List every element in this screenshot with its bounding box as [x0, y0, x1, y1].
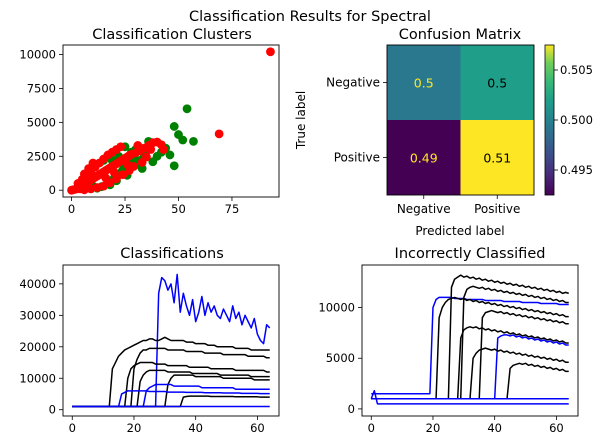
- incorrect-series-line: [371, 347, 569, 400]
- incorrect-y-tick-label: 0: [348, 402, 355, 416]
- colorbar: [544, 44, 555, 196]
- classifications-series-line: [72, 383, 270, 408]
- scatter-point: [169, 122, 179, 131]
- confusion-matrix-cell-label: 0.5: [487, 76, 507, 91]
- incorrect-x-ticks: 0 20 40 60: [368, 416, 564, 435]
- classifications-x-tick-label: 40: [188, 421, 203, 435]
- scatter-y-ticks: 0 2500 5000 7500 10000: [19, 48, 63, 197]
- scatter-point: [101, 173, 111, 183]
- scatter-x-ticks: 0 25 50 75: [68, 197, 239, 216]
- incorrect-y-tick-label: 10000: [318, 301, 355, 315]
- scatter-point: [118, 170, 128, 180]
- incorrect-x-tick-label: 20: [426, 421, 441, 435]
- classifications-series-group: [72, 273, 271, 408]
- classifications-axes-frame: [62, 264, 280, 417]
- classifications-title: Classifications: [120, 246, 224, 262]
- scatter-point: [137, 157, 147, 167]
- scatter-x-tick-label: 75: [225, 202, 240, 216]
- confusion-matrix-cells: 0.5 0.5 0.49 0.51: [387, 45, 534, 195]
- scatter-x-tick-label: 0: [68, 202, 75, 216]
- scatter-point: [122, 160, 132, 169]
- classifications-y-tick-label: 20000: [19, 340, 56, 354]
- scatter-series-group: [67, 47, 275, 195]
- classifications-x-tick-label: 20: [127, 421, 142, 435]
- confusion-matrix-xlabel: Predicted label: [415, 224, 504, 238]
- scatter-point: [214, 129, 224, 139]
- confusion-matrix-title: Confusion Matrix: [399, 27, 522, 43]
- confusion-matrix-x-tick-label: Negative: [397, 202, 451, 216]
- confusion-matrix-cell-label: 0.5: [414, 76, 434, 91]
- scatter-point: [88, 158, 98, 168]
- scatter-y-tick-label: 0: [49, 183, 56, 197]
- confusion-matrix-cell-label: 0.51: [483, 151, 511, 166]
- classifications-series-line: [72, 374, 270, 408]
- incorrect-x-tick-label: 40: [487, 421, 502, 435]
- classifications-series-line: [72, 369, 270, 408]
- classifications-y-ticks: 0 10000 20000 30000 40000: [19, 277, 63, 417]
- classifications-y-tick-label: 30000: [19, 308, 56, 322]
- scatter-title: Classification Clusters: [92, 27, 252, 43]
- scatter-point: [109, 168, 119, 177]
- incorrect-x-tick-label: 0: [368, 421, 375, 435]
- scatter-point: [133, 141, 143, 150]
- incorrect-title: Incorrectly Classified: [395, 246, 546, 262]
- incorrect-series-line: [371, 309, 569, 400]
- incorrect-series-line: [371, 296, 569, 400]
- colorbar-ticks: 0.495 0.500 0.505: [554, 63, 593, 177]
- scatter-panel: Classification Clusters 0 25 50 75 0 2500 500…: [19, 27, 280, 216]
- scatter-point: [146, 145, 156, 154]
- classifications-panel: Classifications 0 20 40 60 0 10000 20000 30000…: [19, 246, 280, 435]
- confusion-matrix-cell: [460, 45, 534, 120]
- classifications-x-tick-label: 0: [69, 421, 76, 435]
- scatter-y-tick-label: 2500: [27, 149, 56, 163]
- scatter-y-tick-label: 10000: [19, 48, 56, 62]
- confusion-matrix-y-tick-label: Negative: [326, 76, 380, 90]
- confusion-matrix-cell: [460, 120, 534, 195]
- confusion-matrix-frame: [386, 44, 535, 196]
- scatter-x-tick-label: 25: [118, 202, 133, 216]
- scatter-point: [165, 150, 175, 160]
- incorrect-series-group: [370, 274, 569, 405]
- confusion-matrix-cell-label: 0.49: [410, 151, 438, 166]
- incorrect-axes-frame: [361, 264, 579, 417]
- classifications-y-tick-label: 0: [49, 403, 56, 417]
- incorrect-y-ticks: 0 5000 10000: [318, 301, 362, 416]
- classifications-x-ticks: 0 20 40 60: [69, 416, 265, 435]
- scatter-point: [178, 135, 188, 145]
- scatter-y-tick-label: 5000: [27, 115, 56, 129]
- confusion-matrix-ylabel: True label: [294, 91, 308, 150]
- scatter-x-tick-label: 50: [171, 202, 186, 216]
- scatter-point: [182, 104, 192, 114]
- scatter-y-tick-label: 7500: [27, 81, 56, 95]
- classifications-x-tick-label: 60: [250, 421, 265, 435]
- scatter-point: [116, 142, 126, 152]
- classifications-series-line: [72, 390, 270, 408]
- classifications-y-tick-label: 10000: [19, 371, 56, 385]
- confusion-matrix-panel: Confusion Matrix 0.5 0.5 0.49 0.51 Negative…: [294, 27, 593, 238]
- colorbar-tick-label: 0.495: [560, 163, 593, 177]
- classifications-y-tick-label: 40000: [19, 277, 56, 291]
- incorrect-panel: Incorrectly Classified 0 20 40 60 0 5000 1000…: [318, 246, 579, 435]
- scatter-point: [266, 47, 275, 57]
- confusion-matrix-cell: [387, 120, 461, 195]
- classifications-series-line: [72, 395, 270, 408]
- confusion-matrix-x-tick-label: Positive: [474, 202, 520, 216]
- incorrect-y-tick-label: 5000: [326, 351, 355, 365]
- colorbar-tick-label: 0.505: [560, 63, 593, 77]
- incorrect-x-tick-label: 60: [549, 421, 564, 435]
- confusion-matrix-ticks: Negative Positive Negative Positive: [326, 76, 520, 217]
- confusion-matrix-cell: [387, 45, 461, 120]
- incorrect-series-line: [370, 389, 569, 405]
- colorbar-tick-label: 0.500: [560, 113, 593, 127]
- scatter-axes-frame: [62, 44, 280, 198]
- incorrect-series-line: [371, 326, 569, 400]
- scatter-point: [169, 161, 179, 171]
- scatter-point: [189, 136, 198, 146]
- scatter-point: [159, 145, 168, 154]
- confusion-matrix-y-tick-label: Positive: [334, 151, 380, 165]
- figure-suptitle: Classification Results for Spectral: [189, 9, 431, 25]
